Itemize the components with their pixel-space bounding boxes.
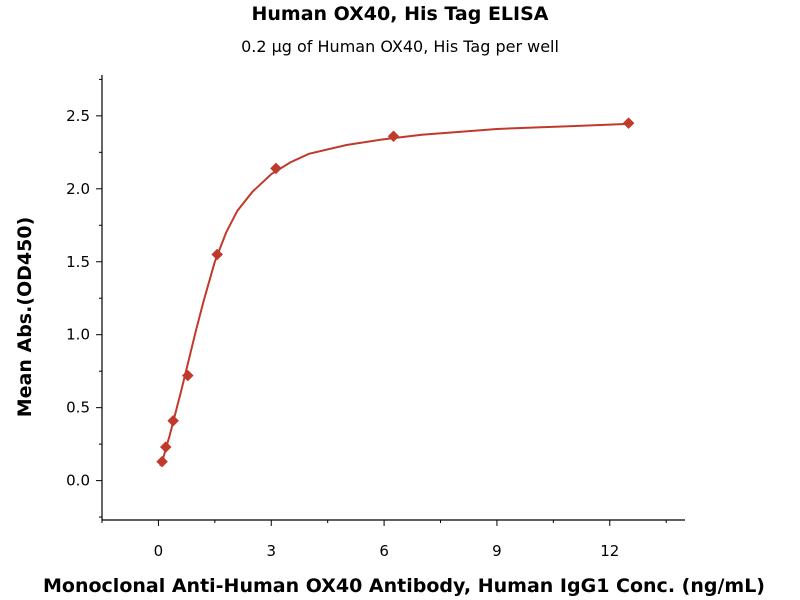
y-tick-label: 1.0 [66,326,90,344]
y-tick-label: 1.5 [66,253,90,271]
y-tick-label: 2.0 [66,180,90,198]
fit-curve-line [159,122,629,467]
chart-subtitle: 0.2 µg of Human OX40, His Tag per well [241,37,559,56]
data-point [211,248,224,261]
plot-layer: 0.0 0.5 1.0 1.5 2.0 2.5 0 3 6 9 12 [66,75,685,560]
data-point [167,414,179,427]
y-axis-label: Mean Abs.(OD450) [14,217,36,418]
data-point [622,117,635,130]
y-tick-label: 0.0 [66,472,90,490]
data-point [159,441,172,453]
data-point [156,455,168,468]
data-point [387,130,400,143]
chart-title: Human OX40, His Tag ELISA [251,3,548,25]
x-tick-label: 12 [600,542,619,560]
x-tick-label: 6 [379,542,389,560]
x-tick-label: 9 [492,542,502,560]
y-tick-label: 0.5 [66,399,90,417]
y-tick-label: 2.5 [66,107,90,125]
data-point [181,369,194,382]
x-tick-label: 0 [154,542,164,560]
x-tick-label: 3 [266,542,276,560]
x-axis-label: Monoclonal Anti-Human OX40 Antibody, Hum… [43,575,765,597]
data-point [270,162,282,175]
